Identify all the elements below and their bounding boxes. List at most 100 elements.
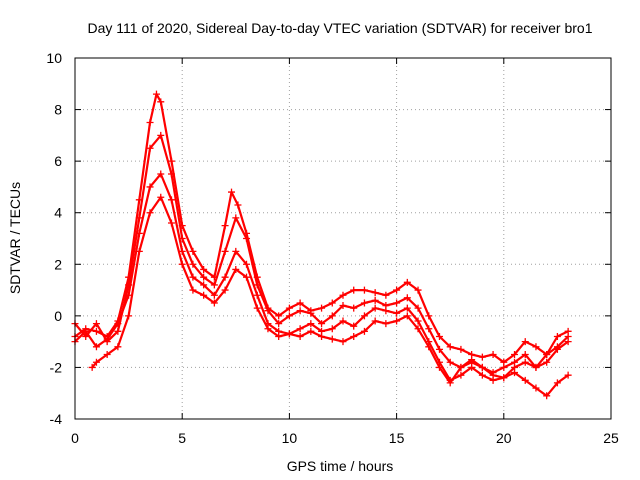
- data-point: [339, 302, 347, 310]
- data-point: [500, 363, 508, 371]
- data-point: [146, 144, 154, 152]
- data-point: [114, 320, 122, 328]
- data-point: [92, 343, 100, 351]
- data-point: [328, 325, 336, 333]
- data-point: [296, 299, 304, 307]
- data-point: [264, 307, 272, 315]
- data-point: [88, 363, 96, 371]
- data-point: [92, 358, 100, 366]
- data-point: [221, 273, 229, 281]
- data-point: [511, 351, 519, 359]
- axis-ticks: [74, 57, 612, 420]
- data-point: [457, 371, 465, 379]
- data-point: [157, 170, 165, 178]
- data-point: [189, 286, 197, 294]
- data-point: [103, 335, 111, 343]
- data-point: [543, 358, 551, 366]
- data-point: [403, 278, 411, 286]
- data-point: [146, 209, 154, 217]
- data-point: [435, 363, 443, 371]
- data-point: [253, 304, 261, 312]
- data-point: [210, 291, 218, 299]
- data-point: [189, 273, 197, 281]
- data-point: [200, 281, 208, 289]
- data-point: [521, 338, 529, 346]
- data-point: [318, 304, 326, 312]
- data-point: [200, 291, 208, 299]
- data-point: [157, 98, 165, 106]
- data-point: [328, 299, 336, 307]
- x-axis-label: GPS time / hours: [287, 458, 394, 474]
- y-tick-label: 0: [54, 308, 62, 324]
- data-point: [478, 353, 486, 361]
- x-tick-label: 20: [496, 430, 512, 446]
- data-point: [350, 332, 358, 340]
- data-point: [371, 304, 379, 312]
- data-point: [403, 312, 411, 320]
- data-point: [92, 320, 100, 328]
- data-point: [532, 343, 540, 351]
- data-point: [234, 201, 242, 209]
- data-point: [200, 265, 208, 273]
- data-point: [189, 247, 197, 255]
- data-point: [478, 363, 486, 371]
- data-point: [243, 235, 251, 242]
- x-tick-label: 0: [71, 430, 79, 446]
- data-point: [393, 317, 401, 325]
- data-point: [360, 327, 368, 335]
- data-point: [564, 371, 572, 379]
- data-point: [296, 307, 304, 315]
- data-point: [511, 363, 519, 371]
- data-point: [382, 320, 390, 328]
- series-line: [91, 196, 570, 384]
- x-tick-label: 25: [603, 430, 619, 446]
- data-point: [457, 345, 465, 353]
- data-point: [414, 317, 422, 325]
- data-point: [146, 183, 154, 191]
- data-point: [275, 332, 283, 340]
- data-point: [543, 392, 551, 400]
- data-point: [489, 351, 497, 359]
- data-point: [478, 371, 486, 379]
- data-point: [264, 325, 272, 333]
- data-point: [232, 265, 240, 273]
- data-point: [350, 286, 358, 294]
- data-point: [564, 332, 572, 340]
- data-point: [178, 260, 186, 268]
- data-point: [210, 299, 218, 307]
- data-point: [296, 332, 304, 340]
- data-point: [114, 343, 122, 351]
- data-point: [371, 317, 379, 325]
- data-point: [167, 170, 175, 178]
- data-point: [92, 327, 100, 335]
- data-point: [500, 374, 508, 382]
- data-point: [489, 371, 497, 379]
- data-point: [553, 379, 561, 387]
- data-point: [285, 330, 293, 338]
- data-point: [382, 307, 390, 315]
- data-point: [371, 296, 379, 304]
- data-point: [425, 325, 433, 333]
- data-point: [135, 247, 143, 255]
- data-point: [435, 332, 443, 340]
- data-point: [403, 294, 411, 302]
- y-tick-label: 2: [54, 256, 62, 272]
- data-point: [339, 291, 347, 299]
- data-point: [339, 338, 347, 346]
- data-point: [146, 118, 154, 126]
- series-track-3: [71, 170, 572, 400]
- data-point: [275, 312, 283, 320]
- data-point: [221, 247, 229, 255]
- data-point: [167, 219, 175, 227]
- data-point: [521, 376, 529, 384]
- data-point: [285, 304, 293, 312]
- data-point: [532, 384, 540, 392]
- data-point: [228, 188, 236, 196]
- data-point: [414, 286, 422, 294]
- data-point: [285, 312, 293, 320]
- data-point: [360, 312, 368, 320]
- y-tick-label: 6: [54, 153, 62, 169]
- data-point: [328, 312, 336, 320]
- y-tick-label: -2: [50, 359, 63, 375]
